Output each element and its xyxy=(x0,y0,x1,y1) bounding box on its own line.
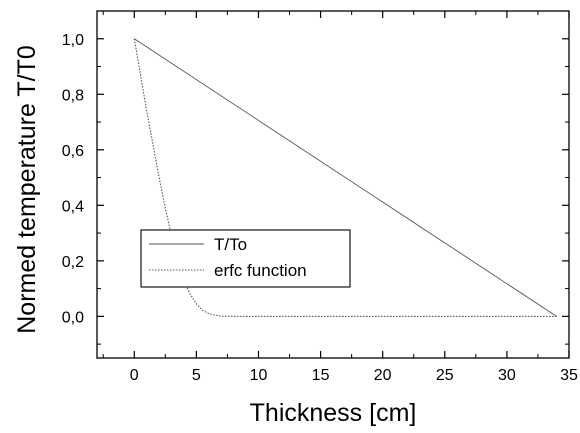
y-tick-label: 1,0 xyxy=(62,32,84,49)
legend-box xyxy=(140,229,351,288)
plot-border xyxy=(96,10,570,359)
x-axis-ticks: 0 5 10 15 20 25 30 35 xyxy=(102,11,578,384)
x-tick-label: 25 xyxy=(436,367,454,384)
x-axis-title: Thickness [cm] xyxy=(250,399,417,427)
x-tick-label: 20 xyxy=(374,367,392,384)
x-tick-label: 0 xyxy=(130,367,139,384)
legend-label-2: erfc function xyxy=(214,261,307,280)
series-line-2 xyxy=(133,38,557,317)
series-layer xyxy=(133,38,557,317)
y-tick-label: 0,2 xyxy=(62,254,84,271)
x-tick-label: 15 xyxy=(312,367,330,384)
plot-frame xyxy=(96,10,570,359)
x-tick-label: 5 xyxy=(192,367,201,384)
y-tick-label: 0,0 xyxy=(62,309,84,326)
series-line-1 xyxy=(134,38,557,317)
legend-label-1: T/To xyxy=(214,235,247,254)
y-tick-label: 0,6 xyxy=(62,143,84,160)
y-axis-ticks: 0,0 0,2 0,4 0,6 0,8 1,0 xyxy=(62,10,569,345)
y-tick-label: 0,8 xyxy=(62,87,84,104)
legend: T/To erfc function xyxy=(140,229,351,288)
y-tick-label: 0,4 xyxy=(62,198,84,215)
x-tick-label: 10 xyxy=(250,367,268,384)
x-tick-label: 35 xyxy=(560,367,578,384)
y-axis-title: Normed temperature T/T0 xyxy=(13,45,41,334)
x-tick-label: 30 xyxy=(498,367,516,384)
